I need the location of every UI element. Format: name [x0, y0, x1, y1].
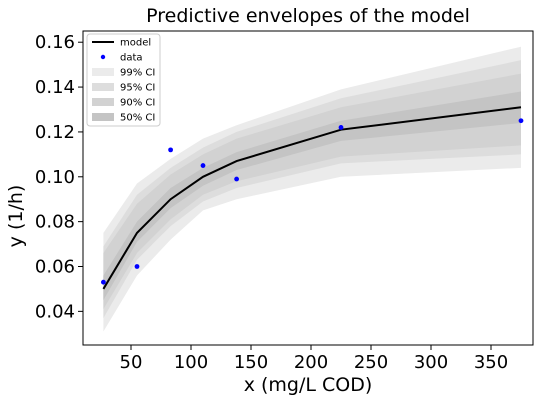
x-tick-label: 150 [234, 352, 268, 373]
legend-label-data: data [120, 53, 143, 64]
y-tick-label: 0.16 [35, 32, 75, 53]
data-point [101, 279, 106, 285]
y-tick-label: 0.06 [35, 257, 75, 278]
y-tick-label: 0.12 [35, 122, 75, 143]
x-tick-label: 350 [474, 352, 508, 373]
y-tick-label: 0.08 [35, 212, 75, 233]
x-tick-label: 300 [414, 352, 448, 373]
legend-label-band: 99% CI [120, 68, 155, 79]
data-point [338, 125, 344, 130]
data-point [518, 118, 524, 124]
data-point [134, 264, 140, 269]
legend-swatch-band [92, 98, 114, 106]
data-point [234, 176, 240, 182]
x-axis-title: x (mg/L COD) [244, 374, 373, 396]
legend-swatch-band [92, 68, 114, 76]
legend-swatch-band [92, 83, 114, 91]
x-tick-label: 250 [354, 352, 388, 373]
y-axis-title: y (1/h) [5, 185, 27, 248]
data-point [200, 163, 206, 168]
y-tick-label: 0.10 [35, 167, 75, 188]
legend-swatch-data [100, 54, 106, 60]
legend-label-model: model [120, 38, 151, 49]
x-axis-ticks: 50 100 150 200 250 300 350 [120, 345, 508, 373]
y-axis-ticks: 0.04 0.06 0.08 0.10 0.12 0.14 0.16 [35, 32, 83, 322]
y-tick-label: 0.04 [35, 301, 75, 322]
plot-frame [82, 30, 534, 346]
x-tick-label: 50 [120, 352, 143, 373]
legend: model data 99% CI 95% CI 90% CI 50% CI [86, 33, 161, 127]
legend-label-band: 90% CI [120, 98, 155, 109]
legend-swatch-band [92, 113, 114, 121]
y-tick-label: 0.14 [35, 77, 75, 98]
legend-label-band: 50% CI [120, 113, 155, 124]
data-point [168, 147, 174, 153]
x-tick-label: 100 [174, 352, 208, 373]
confidence-bands [103, 46, 522, 332]
x-tick-label: 200 [294, 352, 328, 373]
legend-label-band: 95% CI [120, 83, 155, 94]
data-points [101, 118, 524, 285]
chart-title: Predictive envelopes of the model [146, 5, 470, 27]
